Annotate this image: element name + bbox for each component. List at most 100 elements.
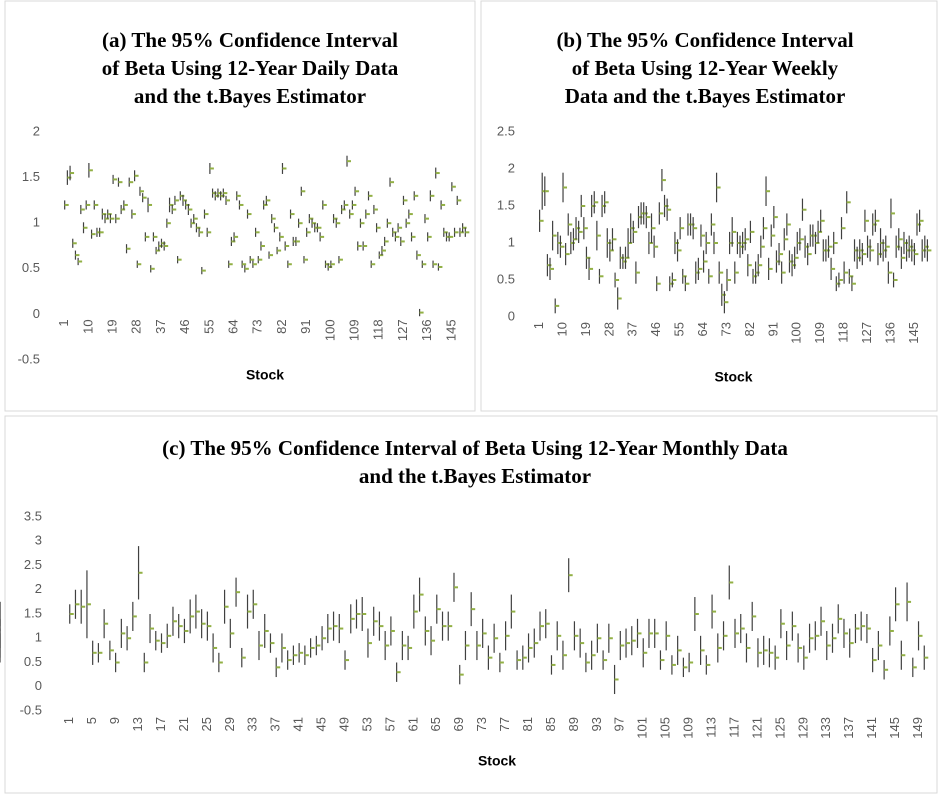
- x-tick-label: 113: [704, 717, 719, 738]
- y-tick-label: -0.5: [20, 702, 42, 717]
- x-tick-label: 69: [451, 717, 466, 731]
- x-tick-label: 109: [347, 319, 362, 341]
- y-tick-label: 1.5: [22, 169, 40, 184]
- panel-frame: [4, 0, 476, 412]
- y-tick-label: 2: [35, 581, 42, 596]
- x-tick-label: 13: [130, 717, 145, 731]
- y-tick-label: 1: [33, 215, 40, 230]
- panel-frame: [4, 415, 938, 794]
- x-tick-label: 64: [695, 322, 710, 336]
- x-tick-label: 73: [250, 319, 265, 333]
- y-tick-label: 0.5: [24, 654, 42, 669]
- x-tick-label: 85: [543, 717, 558, 731]
- x-tick-label: 41: [291, 717, 306, 731]
- y-tick-label: 0: [35, 678, 42, 693]
- x-tick-label: 89: [566, 717, 581, 731]
- x-tick-label: 118: [836, 322, 851, 343]
- x-tick-label: 137: [841, 717, 856, 739]
- y-tick-label: 2.5: [24, 557, 42, 572]
- x-axis-title: Stock: [246, 367, 284, 383]
- x-tick-label: 127: [859, 322, 874, 344]
- y-tick-label: 1: [508, 234, 515, 249]
- x-tick-label: 9: [107, 717, 122, 724]
- x-tick-label: 109: [681, 717, 696, 739]
- x-tick-label: 136: [419, 319, 434, 341]
- x-tick-label: 64: [226, 319, 241, 333]
- x-tick-label: 91: [765, 322, 780, 336]
- x-tick-label: 73: [718, 322, 733, 336]
- x-tick-label: 29: [222, 717, 237, 731]
- x-tick-label: 81: [520, 717, 535, 731]
- chart-title: of Beta Using 12-Year Daily Data: [102, 56, 399, 80]
- y-tick-label: 3: [35, 533, 42, 548]
- x-tick-label: 53: [359, 717, 374, 731]
- y-tick-label: 3.5: [24, 508, 42, 523]
- x-tick-label: 145: [887, 717, 902, 739]
- x-tick-label: 55: [672, 322, 687, 336]
- x-tick-label: 61: [405, 717, 420, 731]
- x-tick-label: 73: [474, 717, 489, 731]
- x-tick-label: 21: [176, 717, 191, 731]
- x-tick-label: 55: [201, 319, 216, 333]
- x-tick-label: 136: [882, 322, 897, 344]
- x-tick-label: 149: [910, 717, 925, 739]
- x-tick-label: 46: [648, 322, 663, 336]
- x-tick-label: 37: [153, 319, 168, 333]
- x-tick-label: 46: [177, 319, 192, 333]
- x-tick-label: 10: [554, 322, 569, 336]
- x-tick-label: 65: [428, 717, 443, 731]
- y-tick-label: 2: [33, 123, 40, 138]
- x-tick-label: 82: [274, 319, 289, 333]
- x-tick-label: 145: [443, 319, 458, 341]
- x-tick-label: 133: [818, 717, 833, 739]
- x-tick-label: 121: [749, 717, 764, 739]
- y-tick-label: 0: [33, 306, 40, 321]
- x-tick-label: 100: [322, 319, 337, 341]
- chart-title: and the t.Bayes Estimator: [134, 84, 366, 108]
- x-tick-label: 10: [80, 319, 95, 333]
- y-tick-label: 2.5: [497, 123, 515, 138]
- x-tick-label: 28: [601, 322, 616, 336]
- x-tick-label: 49: [336, 717, 351, 731]
- x-axis-title: Stock: [478, 753, 516, 769]
- y-tick-label: -0.5: [18, 351, 40, 366]
- y-tick-label: 0: [508, 308, 515, 323]
- x-tick-label: 105: [658, 717, 673, 739]
- x-tick-label: 100: [789, 322, 804, 344]
- x-tick-label: 33: [245, 717, 260, 731]
- x-tick-label: 118: [371, 319, 386, 340]
- x-tick-label: 141: [864, 717, 879, 739]
- x-tick-label: 1: [531, 322, 546, 329]
- x-tick-label: 25: [199, 717, 214, 731]
- y-tick-label: 1.5: [24, 605, 42, 620]
- x-tick-label: 101: [635, 717, 650, 739]
- chart-title: and the t.Bayes Estimator: [359, 464, 591, 488]
- chart-title: Data and the t.Bayes Estimator: [565, 84, 846, 108]
- x-tick-label: 93: [589, 717, 604, 731]
- x-tick-label: 82: [742, 322, 757, 336]
- x-tick-label: 19: [578, 322, 593, 336]
- x-tick-label: 125: [772, 717, 787, 739]
- x-tick-label: 5: [84, 717, 99, 724]
- y-tick-label: 2: [508, 160, 515, 175]
- chart-title: (a) The 95% Confidence Interval: [102, 28, 398, 52]
- chart-title: (b) The 95% Confidence Interval: [556, 28, 853, 52]
- x-tick-label: 91: [298, 319, 313, 333]
- x-tick-label: 145: [906, 322, 921, 344]
- x-tick-label: 17: [153, 717, 168, 731]
- y-tick-label: 0.5: [497, 271, 515, 286]
- x-tick-label: 57: [382, 717, 397, 731]
- x-tick-label: 117: [726, 717, 741, 738]
- y-tick-label: 1.5: [497, 197, 515, 212]
- x-tick-label: 127: [395, 319, 410, 341]
- x-tick-label: 77: [497, 717, 512, 731]
- y-tick-label: 1: [35, 630, 42, 645]
- x-tick-label: 28: [129, 319, 144, 333]
- x-tick-label: 37: [268, 717, 283, 731]
- x-tick-label: 129: [795, 717, 810, 739]
- chart-title: (c) The 95% Confidence Interval of Beta …: [162, 436, 788, 460]
- x-tick-label: 19: [105, 319, 120, 333]
- x-tick-label: 1: [56, 319, 71, 326]
